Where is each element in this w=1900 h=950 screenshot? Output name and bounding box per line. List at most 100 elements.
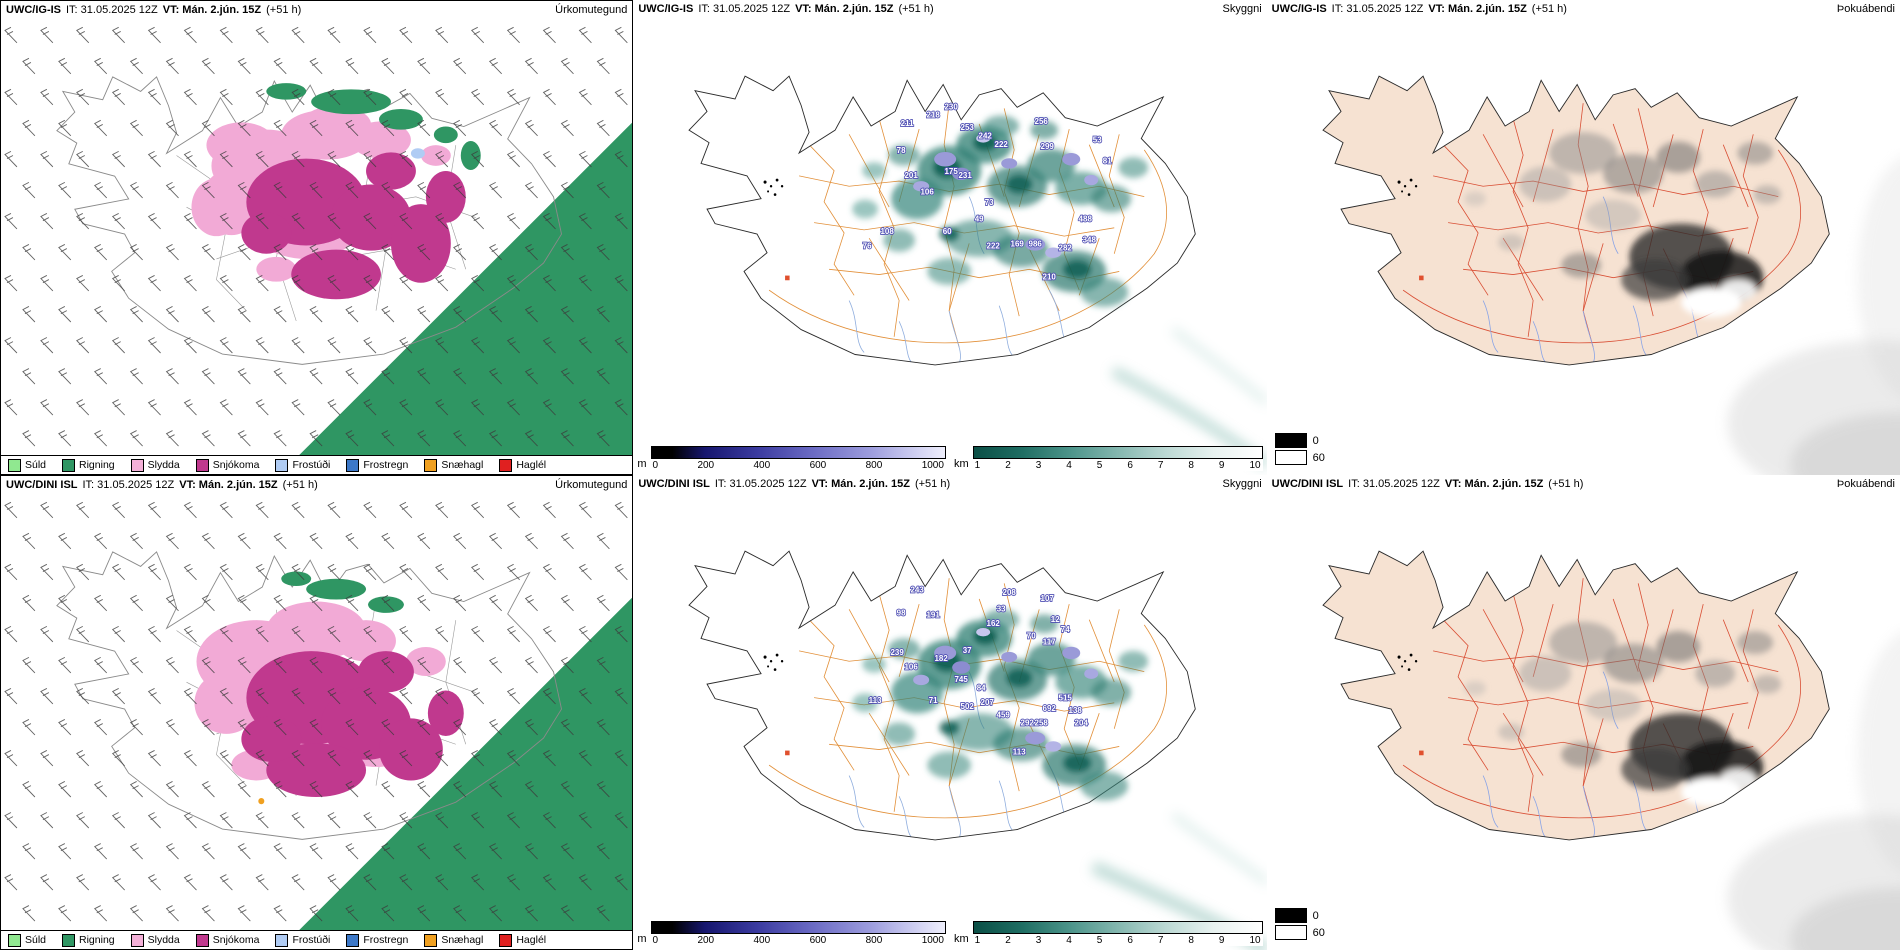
sea-visibility-streak [1171,327,1267,405]
tick-label: 800 [865,934,883,946]
svg-text:117: 117 [1043,638,1056,647]
map-canvas [1322,550,1900,950]
precipitation-blobs [194,571,464,805]
svg-text:108: 108 [881,227,895,236]
fog-legend-swatch [1274,433,1307,448]
product-name: Úrkomutegund [555,4,628,16]
legend-label: Frostúði [292,934,331,946]
legend-label: Súld [25,459,47,471]
legend-swatch [195,933,209,947]
tick-label: 1000 [921,459,944,471]
panel-header: UWC/IG-IS IT: 31.05.2025 12Z VT: Mán. 2.jú… [1,1,633,19]
svg-text:37: 37 [963,646,972,655]
legend-label: Snjókoma [212,459,260,471]
legend-item: Frostregn [346,458,409,472]
legend-swatch [195,458,209,472]
sea-gray-wash [1726,158,1900,475]
svg-text:348: 348 [1083,235,1097,244]
legend-item: Slydda [130,458,180,472]
svg-text:49: 49 [975,214,984,223]
fog-legend-item: 0 [1274,433,1325,448]
valid-time: VT: Mán. 2.jún. 15Z [1428,3,1527,15]
run-info: UWC/DINI ISL IT: 31.05.2025 12Z VT: Mán. 2… [1272,478,1589,490]
legend-swatch [346,458,360,472]
precip-legend: Súld Rigning Slydda Snjókoma [1,930,633,949]
tick-label: 9 [1218,934,1225,946]
tick-label: 400 [753,459,771,471]
tick-label: 1000 [921,934,944,946]
valid-time: VT: Mán. 2.jún. 15Z [179,479,278,491]
svg-text:138: 138 [1069,706,1083,715]
tick-label: 600 [809,934,827,946]
svg-text:98: 98 [897,608,906,617]
fog-legend: 0 60 [1274,431,1325,465]
svg-text:210: 210 [1043,273,1057,282]
lead-time: (+51 h) [898,3,934,15]
svg-text:182: 182 [935,654,949,663]
run-info: UWC/DINI ISL IT: 31.05.2025 12Z VT: Mán. 2… [638,478,955,490]
map-canvas [4,501,633,949]
legend-label: Snæhagl [441,459,484,471]
product-name: Úrkomutegund [555,479,628,491]
legend-label: Frostúði [292,459,331,471]
fog-legend-swatch [1274,925,1307,940]
tick-label: 200 [697,459,715,471]
tick-label: 0 [652,459,659,471]
wind-barb-field [4,501,628,922]
svg-text:292: 292 [1021,719,1035,728]
valid-time: VT: Mán. 2.jún. 15Z [162,4,262,16]
legend-item: Rigning [62,458,115,472]
svg-text:459: 459 [997,710,1011,719]
map-precip-igis: Súld Rigning Slydda Snjókoma [1,19,633,474]
tick-label: 4 [1066,459,1072,471]
legend-swatch [62,458,76,472]
svg-text:12: 12 [1051,615,1060,624]
svg-text:204: 204 [1075,719,1089,728]
legend-item: Frostúði [275,458,331,472]
panel-header: UWC/IG-IS IT: 31.05.2025 12Z VT: Mán. 2.jú… [633,0,1267,18]
scale-gradient-m [650,921,946,934]
fog-legend-value: 0 [1312,909,1319,922]
tick-label: 0 [652,934,659,946]
init-time: IT: 31.05.2025 12Z [1331,3,1424,15]
scale-unit: km [954,933,969,945]
legend-label: Snæhagl [441,934,484,946]
legend-item: Snjókoma [195,933,259,947]
svg-text:231: 231 [959,171,973,180]
fog-legend-value: 60 [1312,926,1325,939]
sea-visibility-streak [1171,812,1267,885]
legend-item: Rigning [62,933,115,947]
legend-label: Haglél [516,459,547,471]
svg-text:692: 692 [1043,704,1057,713]
svg-text:113: 113 [869,696,882,705]
lead-time: (+51 h) [914,478,951,490]
lead-time: (+51 h) [1531,3,1567,15]
svg-text:299: 299 [1041,142,1055,151]
legend-swatch [346,933,360,947]
scale-ticks-m: 0 200 400 600 800 1000 [651,934,947,946]
legend-label: Haglél [516,934,547,946]
tick-label: 8 [1188,934,1194,946]
fog-legend-value: 0 [1312,434,1319,447]
legend-label: Slydda [147,459,180,471]
svg-text:162: 162 [987,619,1001,628]
map-visibility-dini: 243 98 191 208 33 162 107 12 74 70 117 239 106 182 37 7… [633,493,1267,950]
tick-label: 800 [865,459,883,471]
valid-time: VT: Mán. 2.jún. 15Z [795,3,894,15]
legend-label: Frostregn [363,459,409,471]
panel-header: UWC/IG-IS IT: 31.05.2025 12Z VT: Mán. 2.jú… [1266,0,1900,18]
legend-item: Slydda [130,933,180,947]
legend-item: Frostúði [275,933,331,947]
svg-text:515: 515 [1059,694,1073,703]
precip-legend: Súld Rigning Slydda Snjókoma [1,455,633,474]
legend-label: Slydda [147,934,180,946]
run-info: UWC/IG-IS IT: 31.05.2025 12Z VT: Mán. 2.jú… [6,4,306,16]
legend-item: Súld [8,933,46,947]
svg-text:33: 33 [997,604,1006,613]
svg-text:222: 222 [987,241,1001,250]
panel-fog-igis: UWC/IG-IS IT: 31.05.2025 12Z VT: Mán. 2.jú… [1266,0,1900,475]
